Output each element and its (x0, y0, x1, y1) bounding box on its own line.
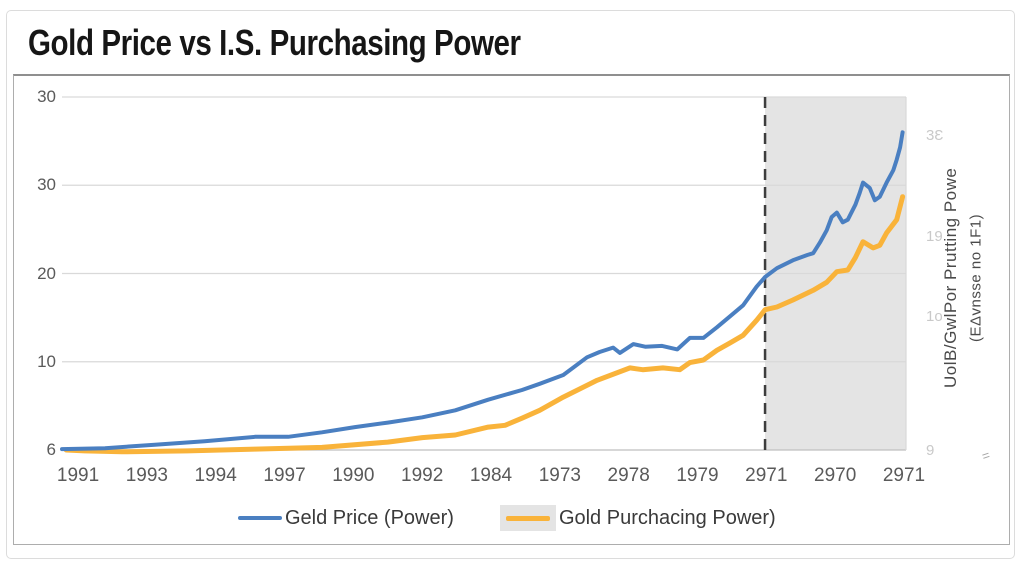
y-right-tick-label: 19 (926, 228, 943, 246)
x-tick-label: 2971 (882, 465, 926, 486)
y-axis-left-ticks: 30 30 20 10 6 (18, 87, 56, 459)
legend-highlight-patch (499, 505, 556, 531)
legend-line-icon-blue (238, 515, 282, 521)
x-tick-label: 1984 (469, 465, 513, 486)
series-line-1 (63, 194, 906, 455)
x-tick-label: 1991 (56, 465, 100, 486)
y-right-tick-label: 1o (926, 307, 943, 325)
x-tick-label: 1993 (125, 465, 168, 486)
x-tick-label: 1979 (676, 465, 719, 486)
legend-label-gold-price: Geld Price (Power) (285, 506, 454, 529)
x-axis-ticks: 1991 1993 1994 1997 1990 1992 1984 1973 2978 1979… (57, 465, 925, 491)
y-left-tick-label: 30 (37, 175, 56, 195)
x-tick-label: 1990 (332, 465, 375, 486)
right-axis-title-line2: (EΔvnsse no 1F1) (967, 213, 985, 343)
y-left-tick-label: 30 (37, 87, 56, 106)
y-axis-right-ticks: 3Ɛ 19 1o 9 (926, 97, 968, 459)
x-tick-label: 1973 (538, 465, 581, 486)
right-axis-title-line1: UolB/GwlPor Prutting Powe (941, 167, 960, 389)
plot-area (60, 96, 907, 455)
y-right-tick-label: 9 (926, 441, 935, 459)
legend-item-gold-price: Geld Price (Power) (238, 507, 454, 530)
legend-label-purchasing-power: Gold Purchacing Power) (558, 506, 776, 529)
x-tick-label: 2971 (745, 465, 788, 486)
x-tick-label: 1992 (401, 465, 444, 486)
y-left-tick-label: 20 (37, 263, 56, 283)
right-axis-title: UolB/GwlPor Prutting Powe (EΔvnsse no 1F… (938, 110, 998, 446)
chart-title: Gold Price vs I.S. Purchasing Power (28, 22, 521, 63)
series-line-0 (60, 130, 905, 452)
x-tick-label: 2978 (607, 465, 650, 486)
legend-line-icon-orange (505, 515, 550, 521)
y-right-tick-label: 3Ɛ (926, 126, 944, 144)
legend-item-purchasing-power: Gold Purchacing Power) (499, 505, 776, 531)
x-tick-label: 2970 (814, 465, 857, 486)
y-left-tick-label: 6 (46, 440, 56, 459)
slide-border (6, 10, 1015, 559)
x-tick-label: 1994 (194, 465, 237, 486)
chart-legend: Geld Price (Power) Gold Purchacing Power… (238, 505, 776, 531)
x-tick-label: 1997 (263, 465, 306, 486)
y-left-tick-label: 10 (37, 351, 56, 371)
